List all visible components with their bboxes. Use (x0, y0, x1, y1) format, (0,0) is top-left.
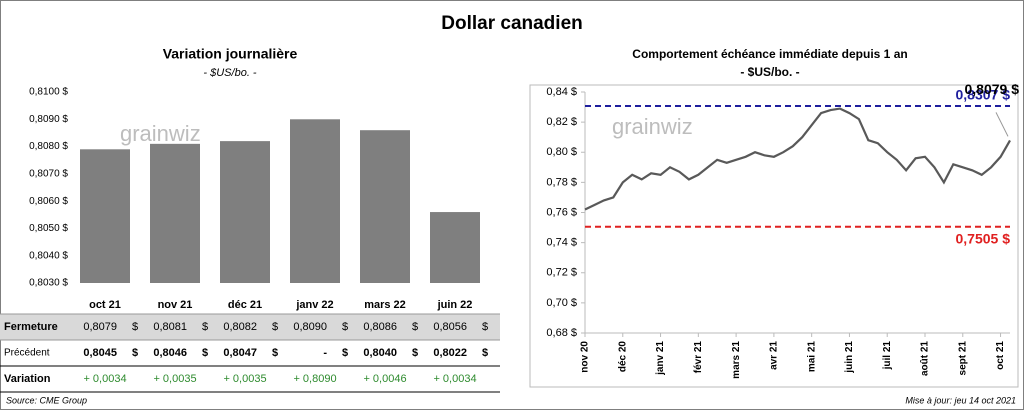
y-tick-label: 0,74 $ (546, 237, 577, 249)
watermark: grainwiz (612, 114, 693, 139)
y-tick-label: 0,70 $ (546, 297, 577, 309)
x-tick-label: juin 22 (437, 299, 473, 311)
row-label: Précédent (4, 348, 50, 359)
unit: $ (202, 321, 208, 333)
x-tick-label: févr 21 (693, 341, 704, 374)
cell: 0,8045 (83, 347, 117, 359)
bar (80, 149, 130, 283)
bar (430, 212, 480, 283)
y-tick-label: 0,8070 $ (29, 168, 68, 179)
x-tick-label: mai 21 (806, 341, 817, 373)
y-tick-label: 0,8040 $ (29, 250, 68, 261)
cell: 0,8079 (83, 321, 117, 333)
cell: 0,8086 (363, 321, 397, 333)
cell: + 0,0046 (363, 373, 406, 385)
cell: 0,8056 (433, 321, 467, 333)
updated: Mise à jour: jeu 14 oct 2021 (905, 395, 1016, 405)
page-title: Dollar canadien (441, 13, 583, 34)
row-label: Variation (4, 373, 51, 385)
bar (290, 119, 340, 284)
y-tick-label: 0,8030 $ (29, 278, 68, 289)
cell: + 0,0034 (83, 373, 126, 385)
y-tick-label: 0,8060 $ (29, 196, 68, 207)
y-tick-label: 0,8050 $ (29, 223, 68, 234)
unit: $ (202, 347, 208, 359)
x-tick-label: janv 22 (295, 299, 333, 311)
y-tick-label: 0,72 $ (546, 267, 577, 279)
x-tick-label: juil 21 (882, 341, 893, 371)
watermark: grainwiz (120, 121, 201, 146)
bar-title: Variation journalière (163, 46, 298, 62)
unit: $ (342, 347, 348, 359)
y-tick-label: 0,78 $ (546, 176, 577, 188)
unit: $ (132, 347, 138, 359)
y-tick-label: 0,82 $ (546, 116, 577, 128)
y-tick-label: 0,8090 $ (29, 114, 68, 125)
cell: 0,8090 (293, 321, 327, 333)
unit: $ (342, 321, 348, 333)
x-tick-label: déc 20 (617, 341, 628, 373)
x-tick-label: juin 21 (844, 341, 855, 374)
y-tick-label: 0,8100 $ (29, 87, 68, 98)
x-tick-label: mars 22 (364, 299, 406, 311)
cell: 0,8047 (223, 347, 257, 359)
cell: + 0,0034 (433, 373, 476, 385)
row-highlight (0, 314, 500, 340)
x-tick-label: nov 21 (158, 299, 193, 311)
source: Source: CME Group (6, 395, 87, 405)
unit: $ (482, 321, 488, 333)
line-title: Comportement échéance immédiate depuis 1… (632, 47, 907, 61)
bar (150, 143, 200, 283)
line-frame (529, 84, 1019, 388)
x-tick-label: sept 21 (957, 341, 968, 376)
cell: + 0,8090 (293, 373, 336, 385)
bar (360, 130, 410, 283)
line-subtitle: - $US/bo. - (740, 65, 799, 79)
cell: 0,8082 (223, 321, 257, 333)
unit: $ (132, 321, 138, 333)
x-tick-label: oct 21 (995, 341, 1006, 370)
cell: 0,8040 (363, 347, 397, 359)
last-value-label: 0,8079 $ (965, 81, 1020, 97)
x-tick-label: déc 21 (228, 299, 262, 311)
reference-label: 0,7505 $ (956, 231, 1011, 247)
y-tick-label: 0,84 $ (546, 86, 577, 98)
line-series (584, 107, 1011, 211)
callout (995, 112, 1009, 137)
unit: $ (412, 321, 418, 333)
x-tick-label: août 21 (920, 341, 931, 376)
x-tick-label: avr 21 (769, 341, 780, 370)
cell: 0,8022 (433, 347, 467, 359)
x-tick-label: mars 21 (731, 341, 742, 379)
y-tick-label: 0,68 $ (546, 327, 577, 339)
bar (220, 141, 270, 283)
reference-label: 0,8307 $ (956, 87, 1011, 103)
row-label: Fermeture (4, 321, 58, 333)
cell: + 0,0035 (153, 373, 196, 385)
cell: 0,8081 (153, 321, 187, 333)
cell: + 0,0035 (223, 373, 266, 385)
x-tick-label: nov 20 (580, 341, 591, 373)
unit: $ (482, 347, 488, 359)
y-tick-label: 0,76 $ (546, 206, 577, 218)
cell: - (323, 347, 327, 359)
x-tick-label: oct 21 (89, 299, 121, 311)
y-tick-label: 0,8080 $ (29, 141, 68, 152)
unit: $ (272, 347, 278, 359)
unit: $ (272, 321, 278, 333)
cell: 0,8046 (153, 347, 187, 359)
bar-subtitle: - $US/bo. - (203, 67, 257, 79)
x-tick-label: janv 21 (655, 341, 666, 376)
y-tick-label: 0,80 $ (546, 146, 577, 158)
unit: $ (412, 347, 418, 359)
